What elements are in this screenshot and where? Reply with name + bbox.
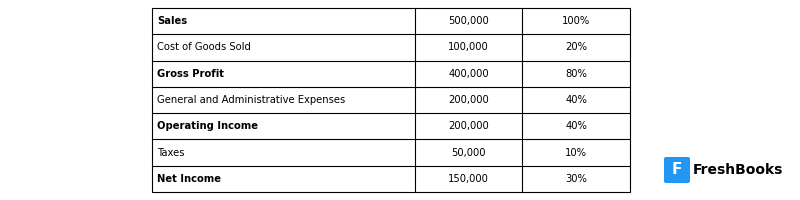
Text: 100,000: 100,000	[448, 42, 489, 52]
Text: 200,000: 200,000	[448, 95, 489, 105]
Text: Net Income: Net Income	[157, 174, 221, 184]
Text: 150,000: 150,000	[448, 174, 489, 184]
FancyBboxPatch shape	[664, 157, 690, 183]
Text: 30%: 30%	[565, 174, 587, 184]
Text: FreshBooks: FreshBooks	[693, 163, 783, 177]
Text: Gross Profit: Gross Profit	[157, 69, 224, 79]
Text: General and Administrative Expenses: General and Administrative Expenses	[157, 95, 346, 105]
Text: Taxes: Taxes	[157, 148, 185, 158]
Text: 400,000: 400,000	[448, 69, 489, 79]
Text: 20%: 20%	[565, 42, 587, 52]
Bar	[152, 8, 630, 192]
Text: 80%: 80%	[565, 69, 587, 79]
Text: 40%: 40%	[565, 121, 587, 131]
Text: F: F	[672, 162, 682, 178]
Text: 50,000: 50,000	[451, 148, 486, 158]
Text: Sales: Sales	[157, 16, 187, 26]
Text: 100%: 100%	[562, 16, 590, 26]
Text: Operating Income: Operating Income	[157, 121, 258, 131]
Text: 200,000: 200,000	[448, 121, 489, 131]
Text: 500,000: 500,000	[448, 16, 489, 26]
Text: Cost of Goods Sold: Cost of Goods Sold	[157, 42, 251, 52]
Text: 10%: 10%	[565, 148, 587, 158]
Text: 40%: 40%	[565, 95, 587, 105]
